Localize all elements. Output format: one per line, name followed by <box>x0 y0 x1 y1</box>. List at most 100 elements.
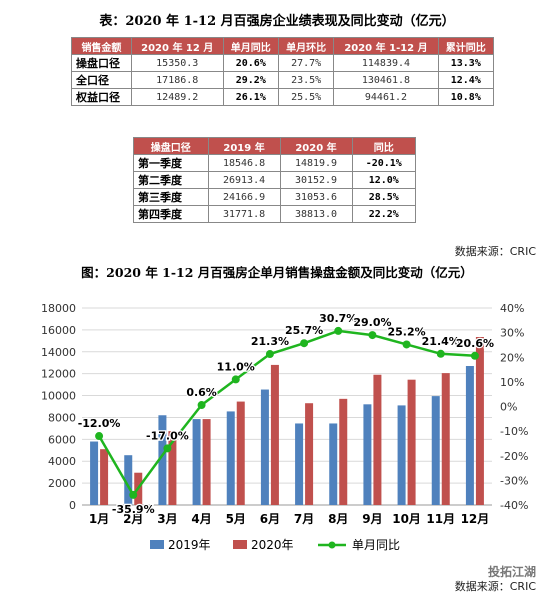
header-cell: 操盘口径 <box>133 137 209 155</box>
cell: 31771.8 <box>207 205 281 223</box>
table-row: 全口径 17186.8 29.2% 23.5% 130461.8 12.4% <box>71 71 495 89</box>
cell: 12.4% <box>437 71 495 89</box>
yoy-point <box>368 331 377 340</box>
y-right-tick-label: 10% <box>500 376 524 389</box>
cell: 26913.4 <box>207 171 281 189</box>
table-header-row: 销售金额 2020 年 12 月 单月同比 单月环比 2020 年 1-12 月… <box>71 37 495 55</box>
table-row: 第三季度 24166.9 31053.6 28.5% <box>133 188 416 206</box>
yoy-point <box>197 401 206 410</box>
cell: 31053.6 <box>279 188 353 206</box>
bar-2020 <box>100 449 109 505</box>
y-left-tick-label: 14000 <box>41 346 76 359</box>
row-label: 权益口径 <box>71 88 132 106</box>
table1-title: 表：2020 年 1-12 月百强房企业绩表现及同比变动（亿元） <box>99 14 455 29</box>
bar-2019 <box>260 389 269 505</box>
table-row: 第四季度 31771.8 38813.0 22.2% <box>133 205 416 223</box>
row-label: 第一季度 <box>133 154 209 172</box>
x-tick-label: 6月 <box>260 512 280 526</box>
x-tick-label: 10月 <box>392 512 421 526</box>
performance-table: 销售金额 2020 年 12 月 单月同比 单月环比 2020 年 1-12 月… <box>71 37 495 106</box>
yoy-data-label: 0.6% <box>186 386 217 399</box>
cell: 114839.4 <box>333 54 439 72</box>
y-left-tick-label: 18000 <box>41 302 76 315</box>
chart-title: 图：2020 年 1-12 月百强房企单月销售操盘金额及同比变动（亿元） <box>81 265 473 280</box>
cell: 130461.8 <box>333 71 439 89</box>
table-row: 第二季度 26913.4 30152.9 12.0% <box>133 171 416 189</box>
bar-2019 <box>329 423 338 505</box>
cell: 17186.8 <box>130 71 224 89</box>
yoy-data-label: 11.0% <box>217 360 255 373</box>
cell: 15350.3 <box>130 54 224 72</box>
y-left-tick-label: 10000 <box>41 390 76 403</box>
yoy-point <box>334 326 343 335</box>
yoy-data-label: 25.2% <box>387 325 425 338</box>
bar-2020 <box>168 431 177 505</box>
row-label: 第三季度 <box>133 188 209 206</box>
y-left-tick-label: 4000 <box>48 455 76 468</box>
row-label: 第四季度 <box>133 205 209 223</box>
cell: 94461.2 <box>333 88 439 106</box>
x-tick-label: 9月 <box>362 512 382 526</box>
bar-2020 <box>373 374 382 505</box>
bar-2019 <box>90 441 99 505</box>
yoy-point <box>129 490 138 499</box>
yoy-point <box>265 350 274 359</box>
quarterly-table: 操盘口径 2019 年 2020 年 同比 第一季度 18546.8 14819… <box>133 137 416 223</box>
bar-2020 <box>305 403 314 505</box>
bar-2019 <box>158 415 167 505</box>
yoy-data-label: 30.7% <box>319 312 357 325</box>
bar-2019 <box>397 405 406 505</box>
legend-swatch-2020 <box>233 540 247 549</box>
header-cell: 2020 年 12 月 <box>130 37 224 55</box>
legend-label-2019: 2019年 <box>168 538 211 552</box>
bar-2019 <box>295 423 304 505</box>
bar-2019 <box>465 366 474 505</box>
row-label: 操盘口径 <box>71 54 132 72</box>
watermark: 投拓江湖 <box>487 565 536 579</box>
bar-2020 <box>270 364 279 505</box>
yoy-data-label: 21.4% <box>422 335 460 348</box>
row-label: 第二季度 <box>133 171 209 189</box>
y-left-tick-label: 16000 <box>41 324 76 337</box>
sales-chart: 0 2000 4000 6000 8000 10000 12000 14000 16000 180… <box>41 302 528 552</box>
cell: 23.5% <box>277 71 335 89</box>
x-tick-label: 3月 <box>157 512 177 526</box>
header-cell: 同比 <box>351 137 416 155</box>
source-note: 数据来源：CRIC <box>454 245 536 258</box>
y-right-tick-label: -20% <box>500 450 528 463</box>
y-right-tick-label: 20% <box>500 351 524 364</box>
header-cell: 2019 年 <box>207 137 281 155</box>
bar-2019 <box>124 455 133 505</box>
header-cell: 单月环比 <box>277 37 335 55</box>
row-label: 全口径 <box>71 71 132 89</box>
yoy-data-label: 25.7% <box>285 324 323 337</box>
legend-swatch-marker <box>328 541 336 549</box>
bar-2020 <box>475 337 484 505</box>
cell: 25.5% <box>277 88 335 106</box>
cell: 12.0% <box>351 171 416 189</box>
y-right-tick-label: 0% <box>500 401 517 414</box>
x-tick-label: 2月 <box>123 512 143 526</box>
yoy-data-label: 20.6% <box>456 337 494 350</box>
header-cell: 2020 年 1-12 月 <box>333 37 439 55</box>
yoy-data-label: -17.0% <box>146 429 189 442</box>
yoy-point <box>402 340 411 349</box>
yoy-point <box>95 432 104 441</box>
header-cell: 累计同比 <box>437 37 495 55</box>
cell: 10.8% <box>437 88 495 106</box>
y-right-tick-label: 40% <box>500 302 524 315</box>
cell: 38813.0 <box>279 205 353 223</box>
bar-2019 <box>363 404 372 505</box>
bar-2020 <box>407 379 416 505</box>
y-left-tick-label: 2000 <box>48 477 76 490</box>
source-note: 数据来源：CRIC <box>454 580 536 593</box>
x-tick-label: 11月 <box>426 512 455 526</box>
y-right-tick-label: -30% <box>500 474 528 487</box>
table-row: 操盘口径 15350.3 20.6% 27.7% 114839.4 13.3% <box>71 54 495 72</box>
bar-2020 <box>236 401 245 505</box>
y-right-tick-label: 30% <box>500 327 524 340</box>
yoy-line <box>98 329 475 498</box>
yoy-point <box>436 349 445 358</box>
x-tick-label: 5月 <box>226 512 246 526</box>
x-tick-label: 7月 <box>294 512 314 526</box>
